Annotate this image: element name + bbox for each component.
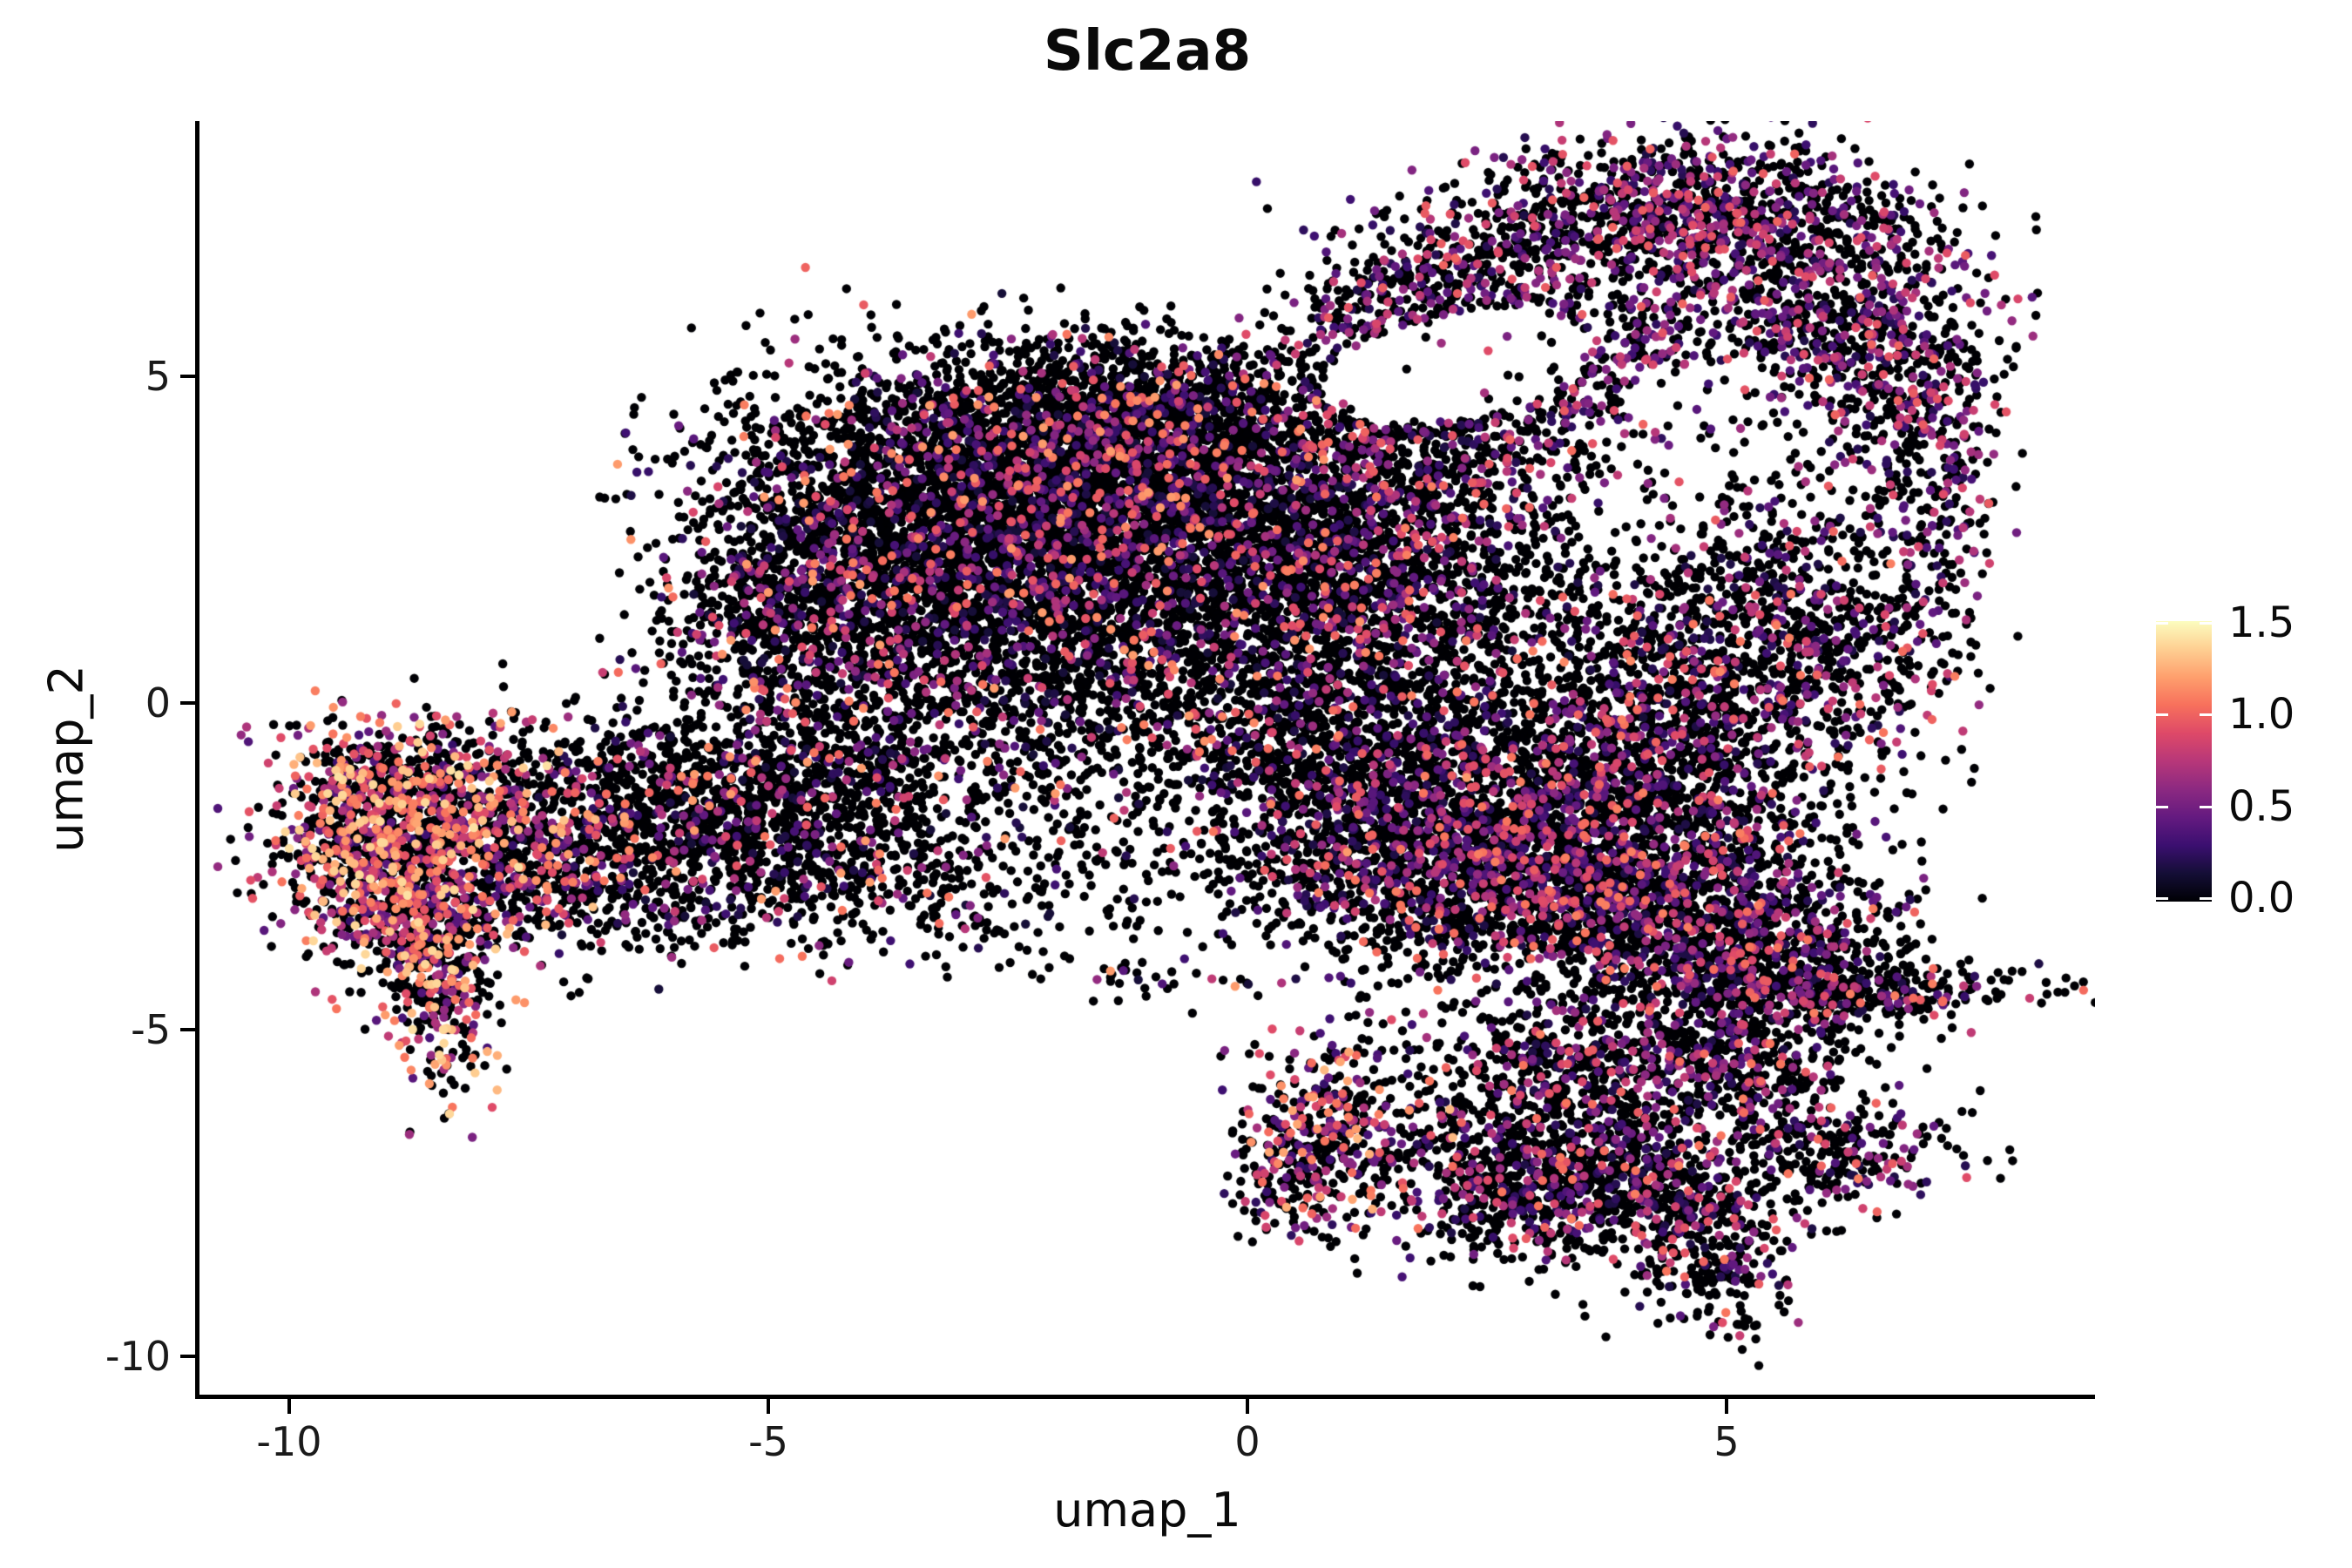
x-tick-label: -5 — [748, 1418, 788, 1465]
y-tick-mark — [180, 701, 195, 705]
colorbar-tick-label: 1.5 — [2228, 598, 2295, 647]
colorbar-tick-mark — [2200, 897, 2212, 900]
x-tick-label: -10 — [256, 1418, 322, 1465]
y-tick-mark — [180, 1028, 195, 1031]
y-axis-line — [195, 121, 199, 1399]
umap-scatter-canvas — [199, 121, 2095, 1395]
x-tick-label: 0 — [1234, 1418, 1260, 1465]
x-tick-mark — [1725, 1399, 1728, 1414]
colorbar-tick-mark — [2200, 806, 2212, 808]
colorbar-tick-mark — [2156, 897, 2168, 900]
y-tick-label: -5 — [131, 1006, 171, 1053]
y-axis-title: umap_2 — [38, 665, 94, 853]
y-tick-label: 0 — [145, 679, 171, 727]
x-axis-title: umap_1 — [1053, 1483, 1241, 1538]
y-tick-label: 5 — [145, 353, 171, 400]
x-tick-mark — [767, 1399, 770, 1414]
y-tick-label: -10 — [105, 1333, 171, 1380]
x-tick-mark — [1246, 1399, 1249, 1414]
x-tick-label: 5 — [1713, 1418, 1740, 1465]
x-tick-mark — [287, 1399, 291, 1414]
colorbar-tick-label: 1.0 — [2228, 690, 2295, 739]
colorbar-tick-label: 0.5 — [2228, 782, 2295, 831]
colorbar-tick-mark — [2200, 713, 2212, 716]
y-tick-mark — [180, 375, 195, 378]
colorbar-tick-label: 0.0 — [2228, 874, 2295, 923]
colorbar-tick-mark — [2156, 622, 2168, 625]
y-tick-mark — [180, 1355, 195, 1358]
colorbar-tick-mark — [2200, 622, 2212, 625]
colorbar-tick-mark — [2156, 806, 2168, 808]
colorbar-tick-mark — [2156, 713, 2168, 716]
expression-colorbar — [2156, 621, 2212, 902]
plot-title: Slc2a8 — [1043, 19, 1252, 84]
x-axis-line — [195, 1395, 2095, 1399]
